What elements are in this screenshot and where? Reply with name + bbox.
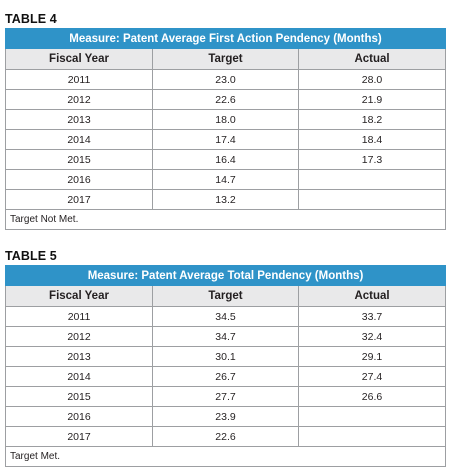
table-row: 2011 23.0 28.0 (5, 69, 447, 90)
table-4-cell-actual: 28.0 (297, 69, 447, 90)
table-row: 2016 14.7 (5, 169, 447, 190)
table-5-cell-target: 22.6 (152, 426, 299, 447)
table-5-cell-year: 2017 (5, 426, 153, 447)
table-5-cell-year: 2012 (5, 326, 153, 347)
table-row: 2014 26.7 27.4 (5, 366, 447, 387)
table-5: Measure: Patent Average Total Pendency (… (4, 265, 447, 467)
table-5-cell-target: 34.7 (152, 326, 299, 347)
table-5-cell-target: 23.9 (152, 406, 299, 427)
table-5-cell-actual: 27.4 (297, 366, 447, 387)
table-5-header-actual: Actual (297, 285, 447, 307)
table-5-cell-target: 27.7 (152, 386, 299, 407)
table-row: 2016 23.9 (5, 406, 447, 427)
table-5-cell-actual: 32.4 (297, 326, 447, 347)
table-4-cell-target: 22.6 (152, 89, 299, 110)
table-4-cell-actual (297, 189, 447, 210)
table-5-label: TABLE 5 (5, 249, 57, 263)
table-5-cell-year: 2015 (5, 386, 153, 407)
table-row: 2014 17.4 18.4 (5, 129, 447, 150)
table-5-cell-target: 26.7 (152, 366, 299, 387)
table-4-header-target: Target (152, 48, 299, 70)
table-5-cell-year: 2014 (5, 366, 153, 387)
table-4-cell-target: 18.0 (152, 109, 299, 130)
table-4-cell-actual: 21.9 (297, 89, 447, 110)
table-row: 2012 22.6 21.9 (5, 89, 447, 110)
table-4-cell-year: 2016 (5, 169, 153, 190)
table-row: 2017 13.2 (5, 189, 447, 210)
table-4-measure-title: Measure: Patent Average First Action Pen… (4, 28, 447, 49)
table-row: 2013 30.1 29.1 (5, 346, 447, 367)
table-row: 2011 34.5 33.7 (5, 306, 447, 327)
table-4-cell-year: 2017 (5, 189, 153, 210)
table-4-cell-actual: 17.3 (297, 149, 447, 170)
table-5-cell-actual (297, 426, 447, 447)
table-4-cell-year: 2015 (5, 149, 153, 170)
table-4-header-fiscal-year: Fiscal Year (5, 48, 153, 70)
table-4-header-actual: Actual (297, 48, 447, 70)
table-row: 2012 34.7 32.4 (5, 326, 447, 347)
table-row: 2013 18.0 18.2 (5, 109, 447, 130)
table-4-note: Target Not Met. (4, 209, 447, 230)
table-5-header-target: Target (152, 285, 299, 307)
table-4-cell-actual: 18.2 (297, 109, 447, 130)
table-5-cell-year: 2013 (5, 346, 153, 367)
table-5-cell-year: 2016 (5, 406, 153, 427)
table-4-cell-actual: 18.4 (297, 129, 447, 150)
table-4-cell-target: 23.0 (152, 69, 299, 90)
table-4-cell-year: 2012 (5, 89, 153, 110)
table-5-cell-actual (297, 406, 447, 427)
table-4-cell-year: 2011 (5, 69, 153, 90)
table-4-cell-target: 16.4 (152, 149, 299, 170)
table-4-cell-target: 13.2 (152, 189, 299, 210)
table-5-block: TABLE 5 Measure: Patent Average Total Pe… (4, 248, 447, 467)
table-4-cell-actual (297, 169, 447, 190)
table-4: Measure: Patent Average First Action Pen… (4, 28, 447, 230)
table-4-cell-target: 14.7 (152, 169, 299, 190)
table-4-cell-year: 2014 (5, 129, 153, 150)
table-5-measure-title: Measure: Patent Average Total Pendency (… (4, 265, 447, 286)
table-4-block: TABLE 4 Measure: Patent Average First Ac… (4, 11, 447, 230)
table-5-cell-target: 30.1 (152, 346, 299, 367)
table-4-label: TABLE 4 (5, 12, 57, 26)
table-row: 2015 27.7 26.6 (5, 386, 447, 407)
table-row: 2015 16.4 17.3 (5, 149, 447, 170)
table-5-header-fiscal-year: Fiscal Year (5, 285, 153, 307)
table-5-cell-actual: 29.1 (297, 346, 447, 367)
table-5-cell-year: 2011 (5, 306, 153, 327)
table-4-cell-target: 17.4 (152, 129, 299, 150)
table-4-cell-year: 2013 (5, 109, 153, 130)
table-5-cell-target: 34.5 (152, 306, 299, 327)
table-row: 2017 22.6 (5, 426, 447, 447)
table-5-cell-actual: 26.6 (297, 386, 447, 407)
table-5-cell-actual: 33.7 (297, 306, 447, 327)
